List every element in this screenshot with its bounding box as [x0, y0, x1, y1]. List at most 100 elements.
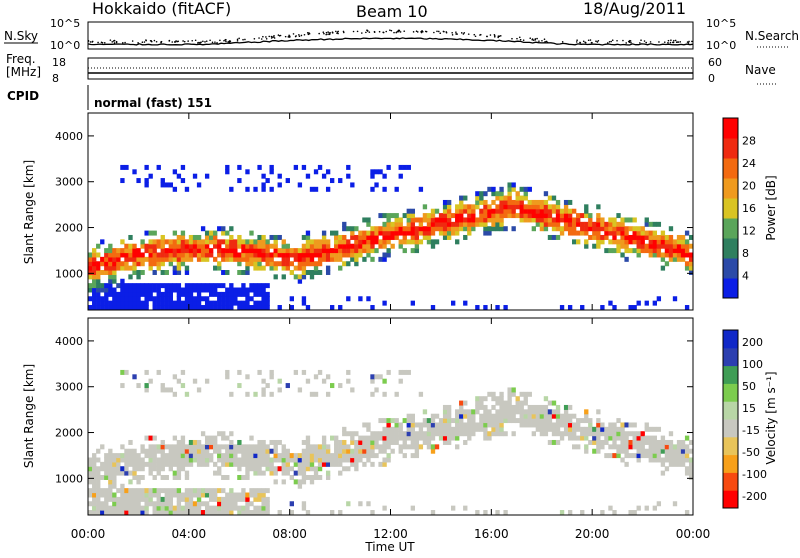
power-cell	[620, 243, 625, 249]
velocity-cell	[467, 431, 472, 437]
power-cell	[463, 300, 468, 306]
power-cell	[362, 256, 367, 262]
velocity-cell	[321, 461, 327, 467]
power-cell	[289, 261, 294, 267]
velocity-cell	[241, 488, 246, 494]
velocity-cell	[507, 413, 512, 419]
power-cell	[652, 243, 657, 249]
power-cell	[382, 221, 387, 227]
velocity-cell	[196, 510, 202, 515]
velocity-cell	[455, 422, 460, 428]
velocity-cell	[116, 496, 121, 502]
velocity-cell	[475, 426, 480, 432]
velocity-cell	[430, 431, 436, 437]
power-cell	[394, 217, 399, 223]
power-cell	[297, 182, 303, 188]
power-cell	[128, 256, 133, 262]
velocity-cell	[188, 510, 194, 515]
velocity-cell	[656, 439, 662, 445]
velocity-cell	[156, 466, 161, 472]
velocity-cell	[136, 453, 141, 459]
power-cell	[128, 296, 133, 302]
velocity-cell	[563, 404, 569, 410]
power-cell	[237, 164, 242, 170]
noise-search-point	[242, 38, 244, 41]
power-cell	[273, 248, 278, 254]
power-cell	[104, 287, 109, 293]
noise-search-point	[674, 39, 677, 42]
power-cell	[648, 234, 653, 240]
velocity-cell	[479, 426, 484, 432]
velocity-cell	[184, 492, 190, 498]
velocity-cell	[124, 510, 129, 515]
velocity-cell	[330, 383, 335, 389]
velocity-cell	[148, 461, 153, 467]
power-cell	[229, 305, 234, 310]
velocity-cell	[374, 387, 379, 393]
power-cell	[523, 186, 528, 192]
power-cell	[676, 243, 682, 249]
velocity-cell	[543, 426, 549, 432]
power-cell	[467, 221, 472, 227]
power-cell	[584, 226, 589, 232]
power-cell	[559, 213, 565, 219]
power-cell	[112, 278, 117, 284]
power-cell	[390, 243, 395, 249]
power-cell	[136, 270, 141, 275]
velocity-cell	[608, 435, 613, 441]
velocity-cell	[184, 448, 190, 454]
velocity-cell	[313, 475, 319, 480]
power-cell	[285, 252, 290, 258]
power-cell	[285, 256, 290, 262]
velocity-cell	[656, 453, 662, 459]
velocity-colorbar-swatch	[723, 436, 738, 456]
power-cell	[160, 239, 165, 245]
velocity-cell	[422, 422, 428, 428]
power-cell	[172, 305, 178, 310]
velocity-cell	[120, 453, 125, 459]
power-cell	[96, 305, 101, 310]
power-cell	[321, 230, 327, 236]
power-cell	[176, 234, 182, 240]
velocity-cell	[471, 426, 476, 432]
power-cell	[176, 252, 182, 258]
power-cell	[184, 296, 190, 302]
power-cell	[523, 213, 528, 219]
velocity-cell	[656, 448, 662, 454]
power-colorbar-swatch	[723, 258, 738, 279]
velocity-cell	[535, 404, 541, 410]
velocity-cell	[495, 409, 500, 415]
velocity-cell	[592, 426, 597, 432]
power-cell	[535, 213, 541, 219]
velocity-cell	[261, 439, 266, 445]
velocity-cell	[455, 409, 460, 415]
velocity-cell	[160, 505, 165, 511]
power-panel-frame	[87, 112, 694, 311]
power-cell	[624, 234, 629, 240]
power-cell	[100, 256, 105, 262]
power-cell	[543, 204, 549, 210]
power-cell	[200, 252, 206, 258]
x-tick-label: 08:00	[272, 527, 307, 541]
velocity-cell	[551, 439, 557, 445]
power-cell	[580, 226, 585, 232]
power-cell	[374, 248, 379, 254]
power-cell	[616, 226, 621, 232]
power-cell	[346, 243, 351, 249]
power-cell	[100, 261, 105, 267]
velocity-cell	[596, 435, 601, 441]
power-cell	[660, 265, 666, 271]
power-cell	[362, 243, 367, 249]
velocity-cell	[213, 496, 218, 502]
velocity-colorbar-swatch	[723, 490, 738, 509]
power-cell	[608, 300, 613, 306]
noise-search-point	[399, 31, 402, 33]
velocity-cell	[459, 400, 464, 406]
velocity-cell	[204, 510, 210, 515]
velocity-cell	[664, 448, 670, 454]
velocity-cell	[551, 400, 557, 406]
velocity-cell	[160, 444, 165, 450]
power-cell	[503, 204, 508, 210]
velocity-cell	[217, 466, 222, 472]
velocity-cell	[608, 431, 613, 437]
